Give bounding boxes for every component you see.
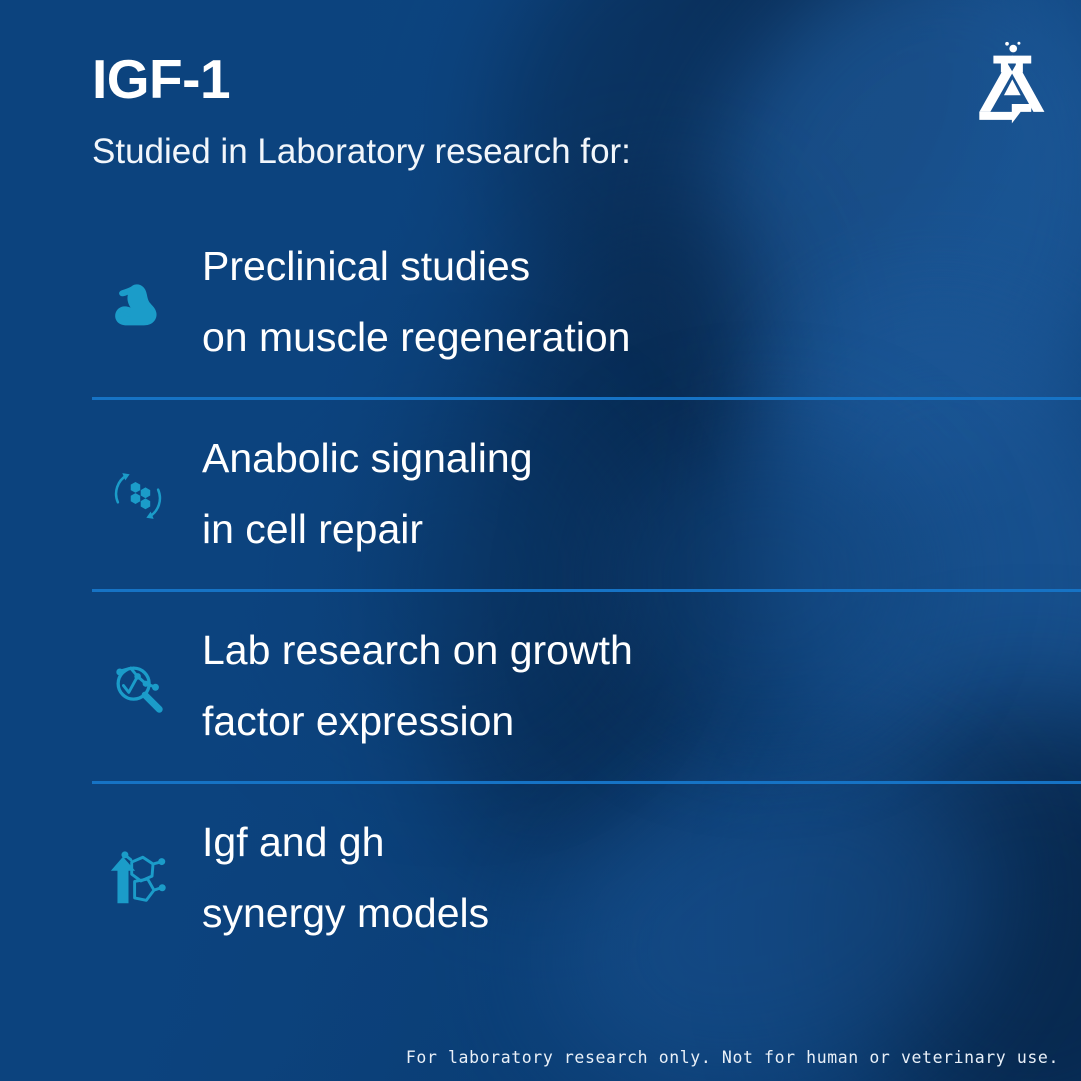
arrow-up-molecule-icon	[92, 834, 184, 926]
flask-monogram-logo-icon	[967, 38, 1055, 126]
list-divider	[92, 589, 1081, 592]
list-item-label: Igf and gh synergy models	[202, 819, 490, 936]
page-subtitle: Studied in Laboratory research for:	[92, 132, 631, 171]
list-item-label: Preclinical studies on muscle regenerati…	[202, 243, 631, 360]
page-title: IGF-1	[92, 48, 231, 110]
benefit-list: Preclinical studies on muscle regenerati…	[0, 208, 1081, 976]
disclaimer-text: For laboratory research only. Not for hu…	[405, 1048, 1059, 1067]
list-item: Preclinical studies on muscle regenerati…	[0, 208, 1081, 400]
list-divider	[92, 781, 1081, 784]
list-item: Lab research on growth factor expression	[0, 592, 1081, 784]
magnifier-molecule-icon	[92, 642, 184, 734]
list-item-label: Lab research on growth factor expression	[202, 627, 633, 744]
list-divider	[92, 397, 1081, 400]
list-item: Anabolic signaling in cell repair	[0, 400, 1081, 592]
list-item: Igf and gh synergy models	[0, 784, 1081, 976]
flexed-bicep-icon	[92, 258, 184, 350]
cell-repair-cycle-icon	[92, 450, 184, 542]
list-item-label: Anabolic signaling in cell repair	[202, 435, 533, 552]
